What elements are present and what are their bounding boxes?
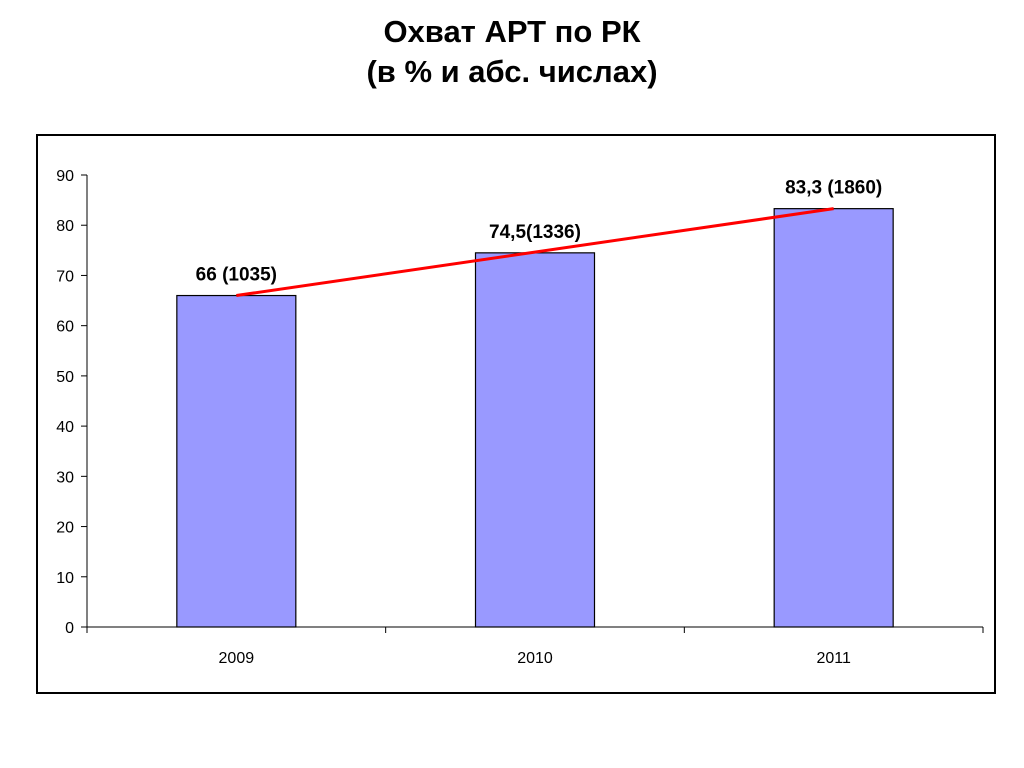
y-tick-label: 70 [56, 268, 74, 285]
bar-2009 [176, 294, 297, 628]
y-tick-label: 60 [56, 319, 74, 336]
y-tick-label: 80 [56, 218, 74, 235]
x-tick-label: 2009 [219, 650, 255, 667]
bar-2010 [474, 252, 596, 628]
data-label: 66 (1035) [196, 265, 277, 286]
chart-frame [36, 134, 996, 694]
trend-line [236, 207, 834, 298]
y-tick-label: 0 [65, 620, 74, 637]
y-tick-label: 50 [56, 369, 74, 386]
y-tick-label: 30 [56, 469, 74, 486]
chart-subtitle: (в % и абс. числах) [366, 54, 658, 89]
data-label: 83,3 (1860) [785, 178, 882, 199]
data-label: 74,5(1336) [489, 222, 581, 243]
y-tick-label: 90 [56, 168, 74, 185]
y-tick-label: 20 [56, 520, 74, 537]
y-tick-label: 40 [56, 419, 74, 436]
chart-title: Охват АРТ по РК [383, 14, 641, 49]
x-tick-label: 2010 [517, 650, 553, 667]
bar-2011 [773, 208, 894, 628]
y-tick-label: 10 [56, 570, 74, 587]
x-tick-label: 2011 [816, 650, 851, 667]
